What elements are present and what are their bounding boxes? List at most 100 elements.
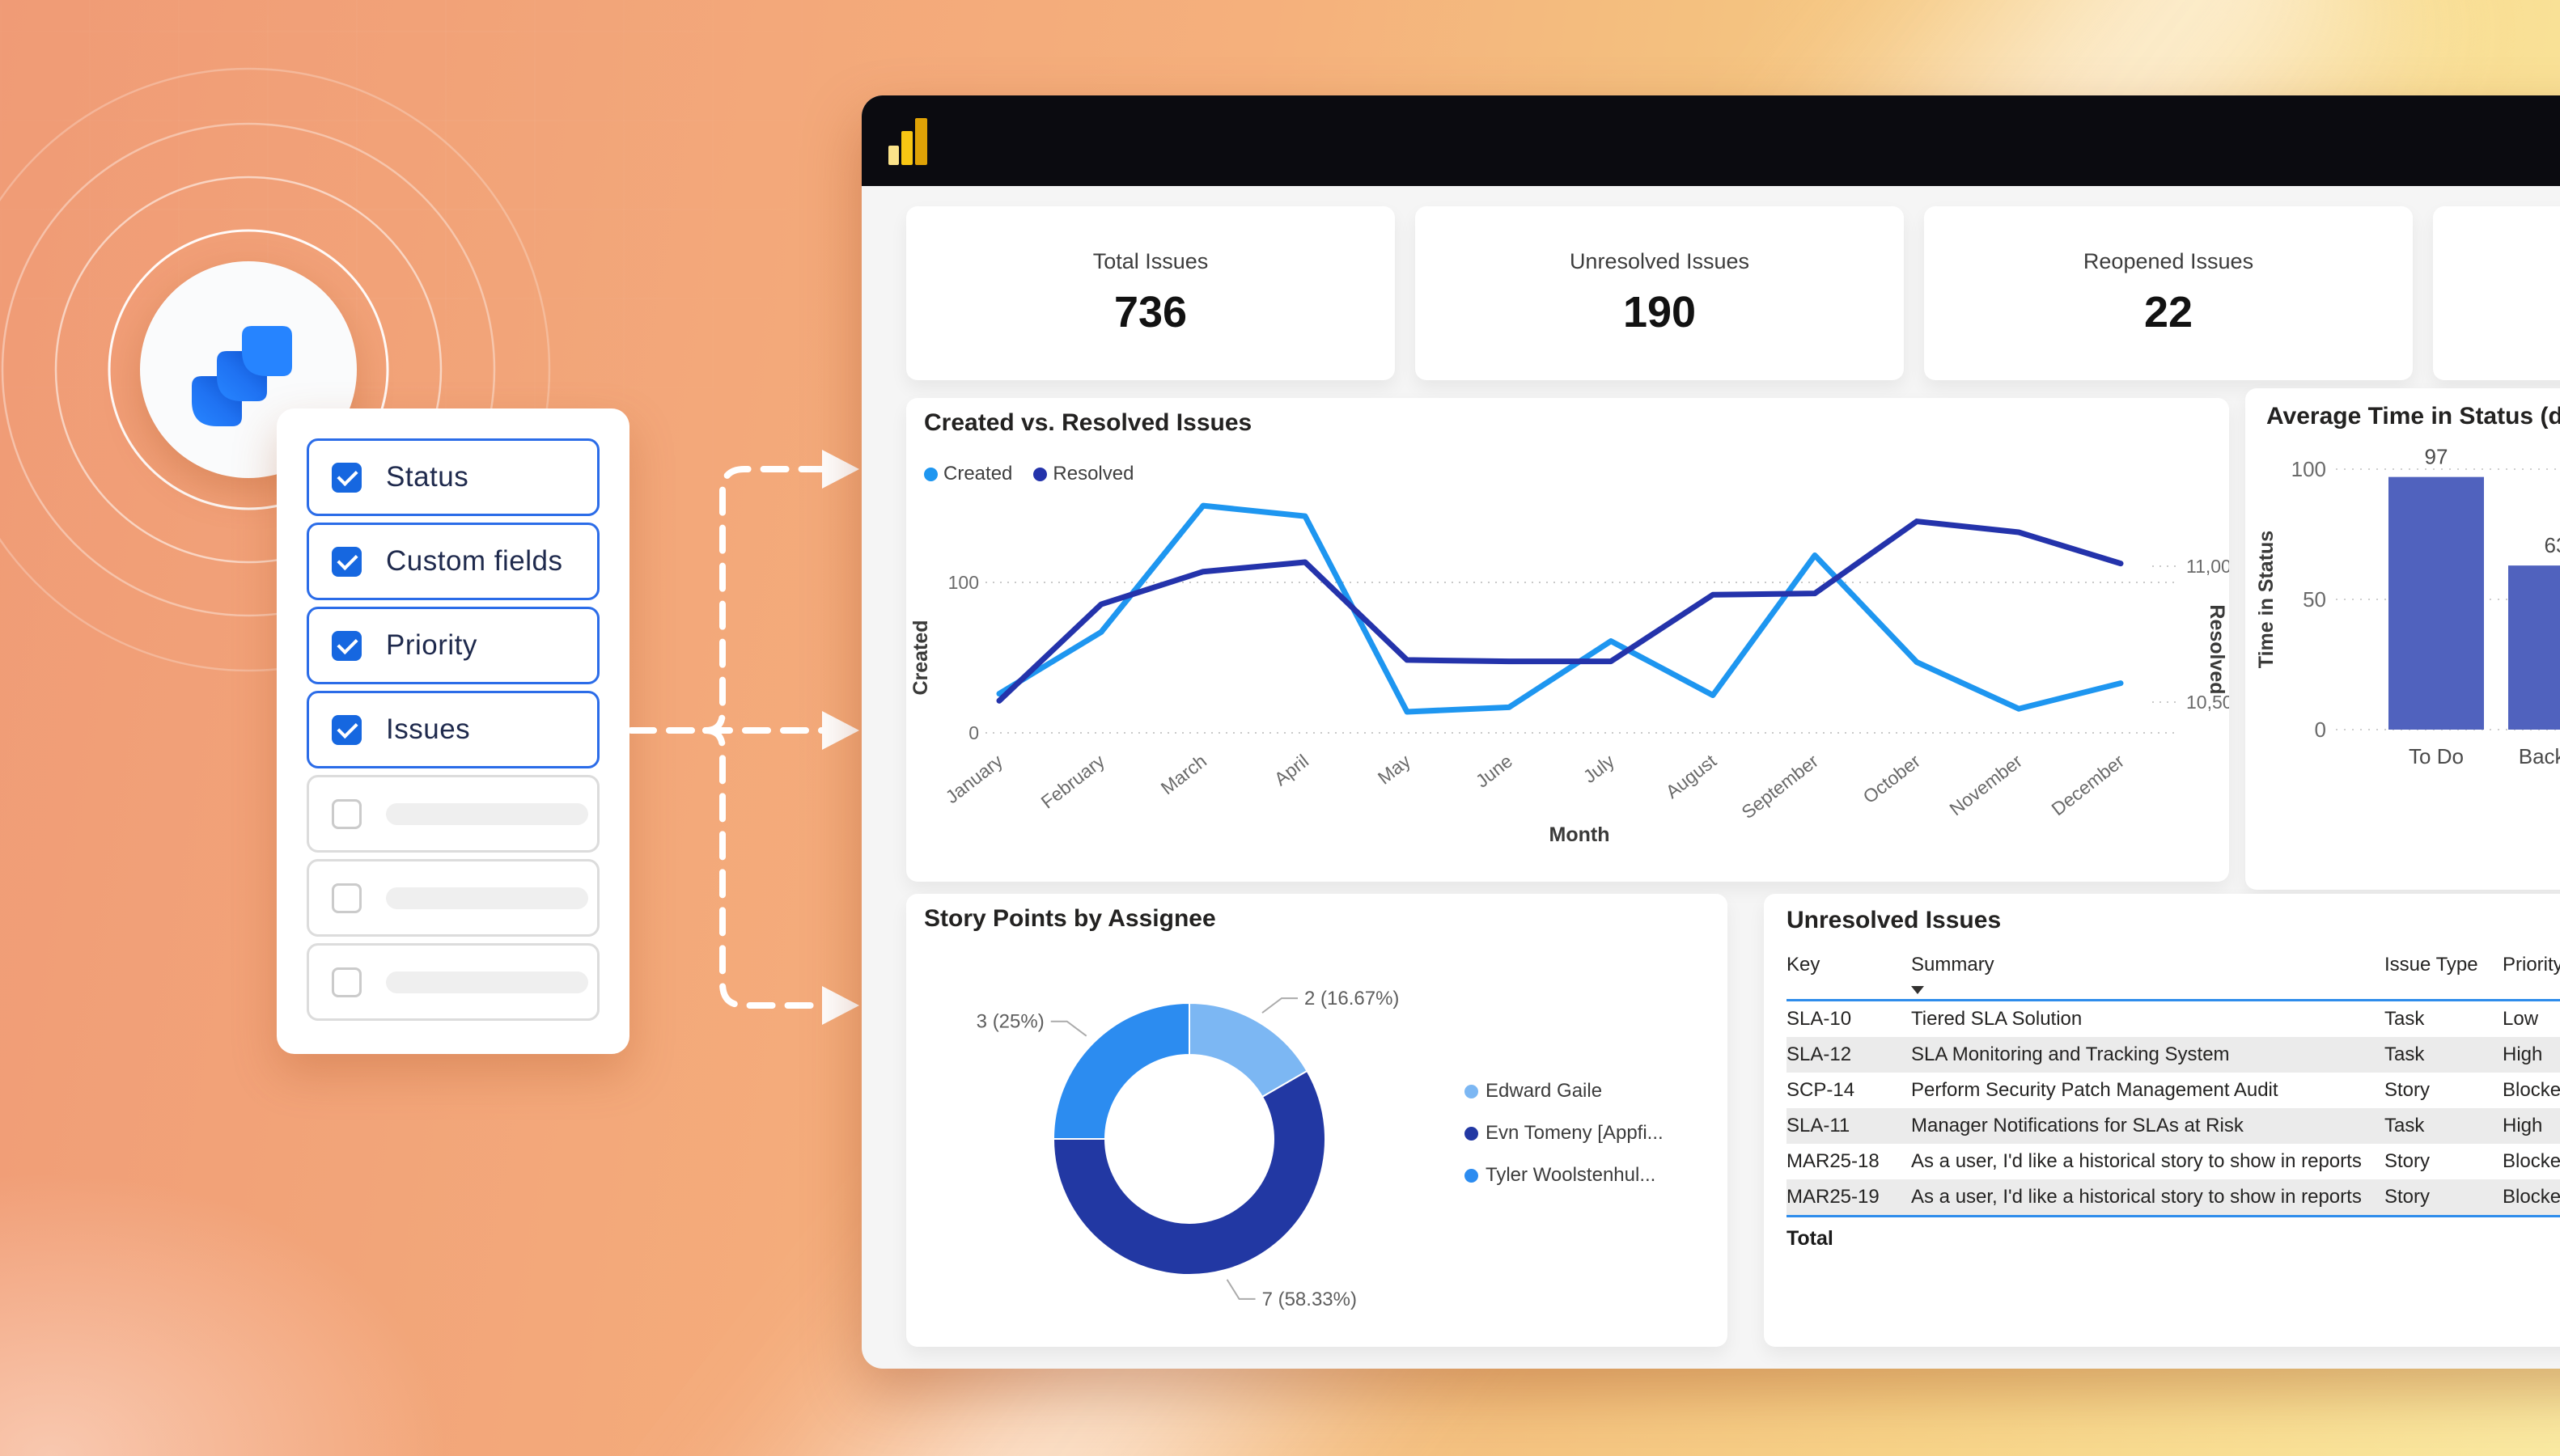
legend-dot bbox=[1464, 1126, 1478, 1141]
cell-key: SCP-14 bbox=[1786, 1079, 1855, 1101]
legend-item-resolved[interactable]: Resolved bbox=[1033, 463, 1134, 485]
field-label: Custom fields bbox=[386, 545, 563, 577]
legend-item-created[interactable]: Created bbox=[924, 463, 1012, 485]
power-bi-logo-icon bbox=[888, 118, 927, 165]
legend-item[interactable]: Evn Tomeny [Appfi... bbox=[1464, 1122, 1664, 1145]
svg-text:Resolved: Resolved bbox=[2206, 604, 2228, 694]
svg-text:September: September bbox=[1737, 750, 1822, 823]
kpi-label: Unresolved Issues bbox=[1569, 249, 1750, 273]
created-vs-resolved-chart-card: Created vs. Resolved Issues Created Reso… bbox=[906, 398, 2229, 882]
legend-label: Tyler Woolstenhul... bbox=[1486, 1164, 1656, 1186]
table-row[interactable]: MAR25-18 As a user, I'd like a historica… bbox=[1786, 1144, 2560, 1179]
field-row-priority[interactable]: Priority bbox=[307, 607, 600, 684]
legend-label: Edward Gaile bbox=[1486, 1080, 1603, 1102]
cell-summary: As a user, I'd like a historical story t… bbox=[1911, 1186, 2362, 1208]
line-chart-legend: Created Resolved bbox=[924, 463, 1134, 485]
cell-key: SLA-11 bbox=[1786, 1115, 1850, 1136]
kpi-card-total-issues: Total Issues 736 bbox=[906, 206, 1395, 380]
checkbox-unchecked-icon[interactable] bbox=[332, 967, 362, 997]
kpi-label: Total Issues bbox=[1092, 249, 1209, 273]
field-row-custom-fields[interactable]: Custom fields bbox=[307, 523, 600, 600]
svg-text:February: February bbox=[1037, 750, 1109, 812]
table-row[interactable]: SLA-10 Tiered SLA Solution Task Low bbox=[1786, 1001, 2560, 1037]
svg-text:November: November bbox=[1945, 750, 2026, 819]
field-label: Status bbox=[386, 461, 469, 493]
table-header-row: Key Summary Issue Type Priority bbox=[1786, 947, 2560, 983]
cell-issue-type: Story bbox=[2384, 1150, 2431, 1172]
svg-text:July: July bbox=[1579, 750, 1619, 787]
svg-text:50: 50 bbox=[2303, 587, 2326, 612]
placeholder-text-bar bbox=[386, 802, 588, 825]
legend-item[interactable]: Tyler Woolstenhul... bbox=[1464, 1164, 1664, 1187]
field-row-issues[interactable]: Issues bbox=[307, 691, 600, 768]
checkbox-checked-icon[interactable] bbox=[332, 630, 362, 661]
svg-text:January: January bbox=[942, 750, 1007, 807]
svg-text:100: 100 bbox=[2291, 457, 2326, 481]
table-row[interactable]: SLA-11 Manager Notifications for SLAs at… bbox=[1786, 1108, 2560, 1144]
kpi-label: Reopened Issues bbox=[2083, 249, 2254, 273]
svg-text:March: March bbox=[1157, 750, 1210, 798]
legend-dot bbox=[1464, 1168, 1478, 1183]
sort-descending-icon[interactable] bbox=[1911, 986, 1924, 994]
checkbox-checked-icon[interactable] bbox=[332, 546, 362, 577]
table-row[interactable]: MAR25-19 As a user, I'd like a historica… bbox=[1786, 1179, 2560, 1215]
checkbox-checked-icon[interactable] bbox=[332, 714, 362, 745]
svg-text:May: May bbox=[1374, 750, 1415, 789]
cell-issue-type: Story bbox=[2384, 1079, 2431, 1101]
svg-text:100: 100 bbox=[948, 572, 979, 593]
field-label: Issues bbox=[386, 713, 471, 745]
svg-text:August: August bbox=[1662, 750, 1721, 802]
checkbox-unchecked-icon[interactable] bbox=[332, 798, 362, 829]
cell-issue-type: Task bbox=[2384, 1043, 2425, 1065]
legend-label: Created bbox=[943, 463, 1013, 485]
field-row-status[interactable]: Status bbox=[307, 438, 600, 516]
svg-text:June: June bbox=[1472, 750, 1516, 791]
jira-fields-card: Status Custom fields Priority Issues bbox=[277, 408, 629, 1054]
field-row-placeholder[interactable] bbox=[307, 943, 600, 1021]
cell-summary: SLA Monitoring and Tracking System bbox=[1911, 1043, 2230, 1065]
svg-text:11,000: 11,000 bbox=[2186, 556, 2229, 577]
table-total-label: Total bbox=[1786, 1227, 1833, 1250]
donut-legend: Edward Gaile Evn Tomeny [Appfi... Tyler … bbox=[1464, 1080, 1664, 1187]
table-divider bbox=[1786, 1215, 2560, 1217]
svg-text:Backlog: Backlog bbox=[2519, 744, 2560, 768]
cell-priority: High bbox=[2503, 1115, 2543, 1136]
legend-item[interactable]: Edward Gaile bbox=[1464, 1080, 1664, 1103]
kpi-card-partial bbox=[2433, 206, 2560, 380]
table-row[interactable]: SLA-12 SLA Monitoring and Tracking Syste… bbox=[1786, 1037, 2560, 1073]
svg-text:Time in Status: Time in Status bbox=[2255, 531, 2278, 668]
table-title: Unresolved Issues bbox=[1786, 907, 2002, 933]
cell-summary: Perform Security Patch Management Audit bbox=[1911, 1079, 2278, 1101]
table-divider bbox=[1786, 999, 2560, 1001]
unresolved-issues-table-card: Unresolved Issues Key Summary Issue Type… bbox=[1764, 894, 2560, 1347]
svg-text:April: April bbox=[1270, 750, 1312, 789]
checkbox-checked-icon[interactable] bbox=[332, 462, 362, 493]
donut-chart-svg: 2 (16.67%) 7 (58.33%) 3 (25%) bbox=[977, 988, 1400, 1310]
column-header-priority[interactable]: Priority bbox=[2503, 954, 2560, 976]
jira-logo-icon bbox=[192, 326, 292, 426]
column-header-summary[interactable]: Summary bbox=[1911, 954, 1994, 976]
placeholder-text-bar bbox=[386, 887, 588, 909]
field-row-placeholder[interactable] bbox=[307, 775, 600, 853]
cell-issue-type: Story bbox=[2384, 1186, 2431, 1208]
kpi-value: 22 bbox=[2143, 288, 2193, 336]
table-row[interactable]: SCP-14 Perform Security Patch Management… bbox=[1786, 1073, 2560, 1108]
column-header-key[interactable]: Key bbox=[1786, 954, 1820, 976]
legend-dot-resolved bbox=[1033, 467, 1048, 481]
column-header-issue-type[interactable]: Issue Type bbox=[2384, 954, 2478, 976]
cell-priority: Low bbox=[2503, 1008, 2539, 1030]
placeholder-text-bar bbox=[386, 971, 588, 993]
dashboard-titlebar bbox=[862, 95, 2560, 186]
line-chart-svg: 0 100 10,500 11,000 January February March Apri… bbox=[909, 502, 2229, 846]
svg-text:0: 0 bbox=[2315, 717, 2326, 742]
field-row-placeholder[interactable] bbox=[307, 859, 600, 937]
cell-summary: Manager Notifications for SLAs at Risk bbox=[1911, 1115, 2244, 1136]
cell-summary: As a user, I'd like a historical story t… bbox=[1911, 1150, 2362, 1172]
kpi-value: 736 bbox=[1113, 288, 1188, 336]
kpi-card-unresolved-issues: Unresolved Issues 190 bbox=[1415, 206, 1904, 380]
svg-text:2 (16.67%): 2 (16.67%) bbox=[1304, 988, 1399, 1009]
checkbox-unchecked-icon[interactable] bbox=[332, 882, 362, 913]
avg-time-in-status-card: Average Time in Status (days) 0 50 100 97 To… bbox=[2245, 388, 2560, 890]
cell-key: SLA-10 bbox=[1786, 1008, 1852, 1030]
